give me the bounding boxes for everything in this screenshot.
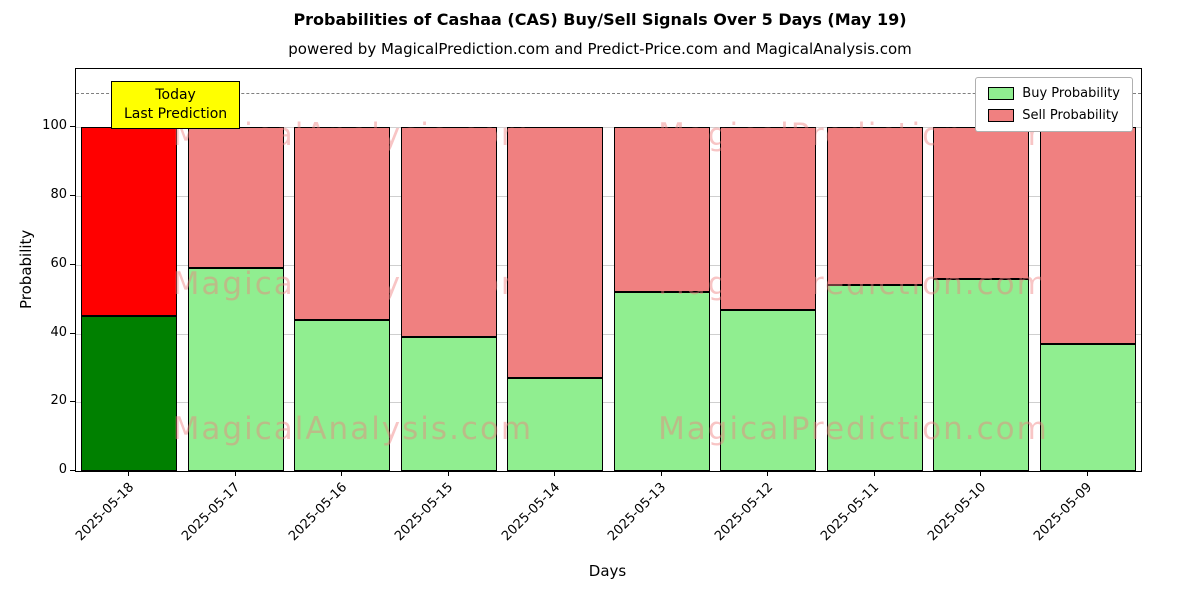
bar-2025-05-15	[400, 69, 497, 471]
buy-segment-2025-05-18	[81, 316, 178, 471]
legend-label: Buy Probability	[1022, 86, 1120, 101]
x-tick-label: 2025-05-13	[605, 480, 670, 545]
x-tick-label: 2025-05-12	[711, 480, 776, 545]
sell-segment-2025-05-09	[1039, 127, 1136, 344]
dashed-threshold-line	[76, 93, 1141, 95]
gridline-y-20	[76, 402, 1141, 404]
gridline-y-40	[76, 333, 1141, 335]
buy-segment-2025-05-09	[1039, 343, 1136, 471]
y-tick-mark	[70, 401, 75, 403]
legend-swatch	[988, 109, 1015, 122]
gridline-y-80	[76, 196, 1141, 198]
x-tick-label: 2025-05-09	[1031, 480, 1096, 545]
annotation-line2: Last Prediction	[124, 105, 228, 122]
sell-segment-2025-05-15	[400, 127, 497, 338]
legend-label: Sell Probability	[1022, 108, 1119, 123]
y-tick-label: 0	[58, 462, 67, 477]
x-tick-mark	[1086, 471, 1088, 476]
today-annotation: Today Last Prediction	[111, 81, 241, 129]
y-tick-mark	[70, 195, 75, 197]
buy-segment-2025-05-12	[720, 309, 817, 471]
x-tick-label: 2025-05-14	[498, 480, 563, 545]
x-tick-mark	[447, 471, 449, 476]
bar-2025-05-12	[720, 69, 817, 471]
buy-segment-2025-05-15	[400, 337, 497, 471]
legend: Buy Probability Sell Probability	[975, 77, 1133, 132]
y-tick-label: 80	[50, 187, 67, 203]
x-tick-label: 2025-05-17	[179, 480, 244, 545]
sell-segment-2025-05-13	[613, 127, 710, 293]
x-tick-mark	[554, 471, 556, 476]
sell-segment-2025-05-11	[826, 127, 923, 286]
y-tick-mark	[70, 470, 75, 471]
x-tick-mark	[341, 471, 343, 476]
x-tick-label: 2025-05-11	[818, 480, 883, 545]
x-tick-mark	[660, 471, 662, 476]
gridline-y-100	[76, 127, 1141, 129]
bar-2025-05-18	[81, 69, 178, 471]
x-tick-mark	[234, 471, 236, 476]
x-tick-label: 2025-05-16	[285, 480, 350, 545]
sell-segment-2025-05-14	[507, 127, 604, 379]
x-tick-label: 2025-05-18	[72, 480, 137, 545]
legend-swatch	[988, 87, 1015, 100]
x-tick-mark	[980, 471, 982, 476]
buy-segment-2025-05-16	[294, 319, 391, 471]
y-tick-mark	[70, 263, 75, 265]
legend-item: Buy Probability	[988, 86, 1120, 101]
annotation-line1: Today	[155, 87, 196, 103]
gridline-y-60	[76, 264, 1141, 266]
bar-2025-05-14	[507, 69, 604, 471]
sell-segment-2025-05-17	[187, 127, 284, 269]
buy-segment-2025-05-14	[507, 378, 604, 471]
x-tick-mark	[873, 471, 875, 476]
y-tick-mark	[70, 126, 75, 128]
bar-2025-05-10	[933, 69, 1030, 471]
chart-subtitle: powered by MagicalPrediction.com and Pre…	[288, 40, 912, 58]
bar-2025-05-11	[826, 69, 923, 471]
buy-segment-2025-05-13	[613, 292, 710, 471]
buy-segment-2025-05-10	[933, 278, 1030, 471]
x-tick-mark	[128, 471, 130, 476]
bar-2025-05-17	[187, 69, 284, 471]
sell-segment-2025-05-10	[933, 127, 1030, 279]
buy-segment-2025-05-11	[826, 285, 923, 471]
x-axis-label: Days	[588, 562, 627, 580]
y-tick-mark	[70, 332, 75, 334]
sell-segment-2025-05-16	[294, 127, 391, 320]
sell-segment-2025-05-18	[81, 127, 178, 317]
chart-title: Probabilities of Cashaa (CAS) Buy/Sell S…	[293, 10, 907, 29]
y-tick-label: 40	[50, 324, 67, 340]
bar-2025-05-13	[613, 69, 710, 471]
x-tick-mark	[767, 471, 769, 476]
buy-segment-2025-05-17	[187, 268, 284, 471]
sell-segment-2025-05-12	[720, 127, 817, 310]
bar-2025-05-16	[294, 69, 391, 471]
bar-2025-05-09	[1039, 69, 1136, 471]
plot-area: Today Last Prediction Buy Probability Sel…	[75, 68, 1142, 472]
x-tick-label: 2025-05-10	[924, 480, 989, 545]
y-tick-label: 100	[42, 118, 67, 134]
legend-item: Sell Probability	[988, 108, 1120, 123]
y-tick-label: 60	[50, 255, 67, 271]
x-tick-label: 2025-05-15	[392, 480, 457, 545]
y-tick-label: 20	[50, 393, 67, 409]
